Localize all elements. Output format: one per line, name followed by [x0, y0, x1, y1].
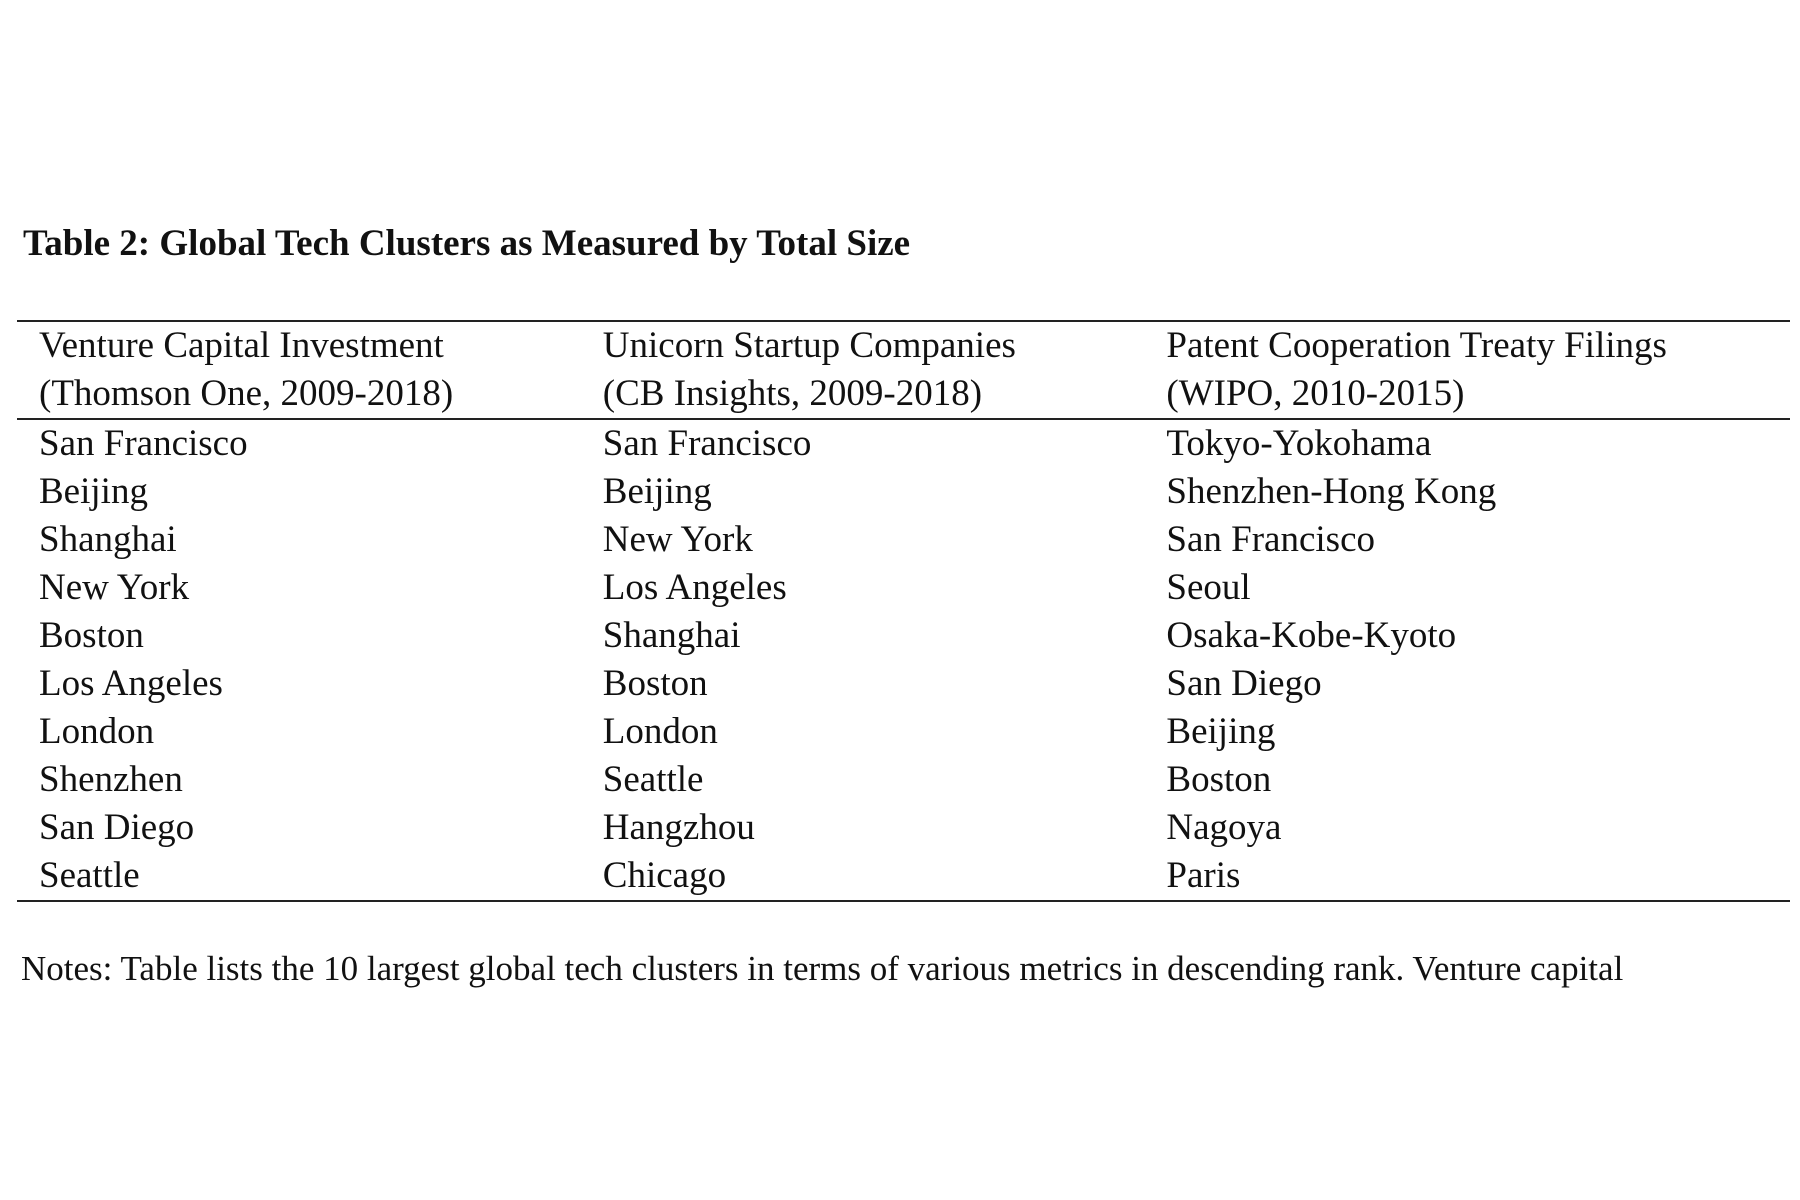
table-row: Shanghai New York San Francisco — [17, 516, 1790, 564]
unicorn-startups-cell: New York — [602, 519, 753, 560]
header-row-2: (Thomson One, 2009-2018) (CB Insights, 2… — [17, 370, 1790, 420]
table-body: San Francisco San Francisco Tokyo-Yokohama… — [17, 419, 1790, 902]
unicorn-startups-cell: London — [602, 711, 718, 752]
table-row: Los Angeles Boston San Diego — [17, 660, 1790, 708]
unicorn-startups-cell: Boston — [602, 663, 708, 704]
patent-filings-cell: Seoul — [1166, 567, 1251, 608]
patent-filings-cell: Nagoya — [1166, 807, 1282, 848]
unicorn-startups-cell: Shanghai — [602, 615, 741, 656]
header-row-1: Venture Capital Investment Unicorn Start… — [17, 320, 1790, 370]
table-row: Seattle Chicago Paris — [17, 852, 1790, 902]
venture-capital-cell: San Diego — [39, 807, 195, 848]
venture-capital-cell: Shanghai — [39, 519, 177, 560]
venture-capital-cell: London — [39, 711, 155, 752]
venture-capital-cell: Beijing — [39, 471, 148, 512]
table-row: London London Beijing — [17, 708, 1790, 756]
patent-filings-cell: Boston — [1166, 759, 1272, 800]
venture-capital-cell: Seattle — [17, 852, 581, 902]
table-row: Beijing Beijing Shenzhen-Hong Kong — [17, 468, 1790, 516]
table-title: Table 2: Global Tech Clusters as Measure… — [23, 223, 911, 264]
header-unicorn-startups-line2: (CB Insights, 2009-2018) — [580, 370, 1145, 420]
patent-filings-cell: Osaka-Kobe-Kyoto — [1166, 615, 1457, 656]
patent-filings-cell: Tokyo-Yokohama — [1166, 423, 1432, 464]
table-row: Boston Shanghai Osaka-Kobe-Kyoto — [17, 612, 1790, 660]
patent-filings-cell: Paris — [1144, 852, 1790, 902]
header-patent-filings-line2: (WIPO, 2010-2015) — [1144, 370, 1790, 420]
unicorn-startups-cell: San Francisco — [602, 423, 812, 464]
table-row: Shenzhen Seattle Boston — [17, 756, 1790, 804]
venture-capital-cell: Los Angeles — [39, 663, 223, 704]
venture-capital-cell: New York — [39, 567, 190, 608]
header-patent-filings-line1: Patent Cooperation Treaty Filings — [1144, 320, 1790, 370]
table-row: San Diego Hangzhou Nagoya — [17, 804, 1790, 852]
unicorn-startups-cell: Chicago — [580, 852, 1145, 902]
table-row: San Francisco San Francisco Tokyo-Yokohama — [17, 419, 1790, 468]
venture-capital-cell: Boston — [39, 615, 144, 656]
table-row: New York Los Angeles Seoul — [17, 564, 1790, 612]
venture-capital-cell: Shenzhen — [39, 759, 183, 800]
unicorn-startups-cell: Hangzhou — [602, 807, 755, 848]
patent-filings-cell: Beijing — [1166, 711, 1276, 752]
header-venture-capital-line2: (Thomson One, 2009-2018) — [17, 370, 581, 420]
unicorn-startups-cell: Seattle — [602, 759, 704, 800]
table-notes: Notes: Table lists the 10 largest global… — [21, 949, 1624, 988]
patent-filings-cell: San Francisco — [1166, 519, 1376, 560]
clusters-table: Venture Capital Investment Unicorn Start… — [17, 320, 1790, 902]
patent-filings-cell: Shenzhen-Hong Kong — [1166, 471, 1497, 512]
patent-filings-cell: San Diego — [1166, 663, 1322, 704]
header-unicorn-startups-line1: Unicorn Startup Companies — [580, 320, 1145, 370]
header-venture-capital-line1: Venture Capital Investment — [17, 320, 581, 370]
venture-capital-cell: San Francisco — [39, 423, 248, 464]
unicorn-startups-cell: Los Angeles — [602, 567, 787, 608]
unicorn-startups-cell: Beijing — [602, 471, 712, 512]
